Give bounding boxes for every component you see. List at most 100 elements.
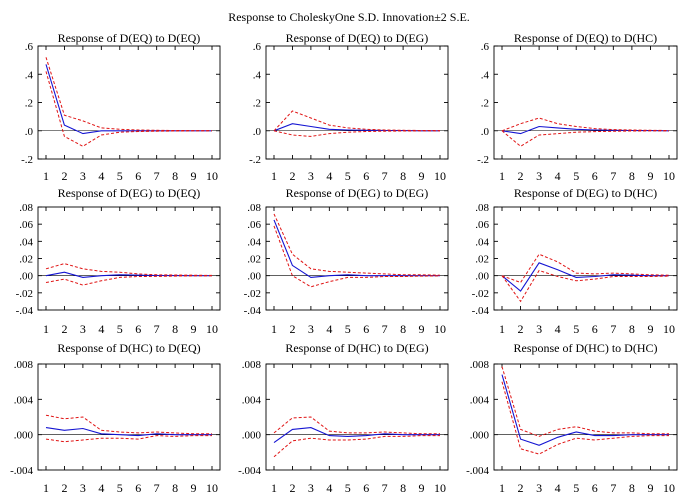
y-tick-label: .00 (19, 271, 33, 283)
lower-band-line (45, 275, 213, 286)
panels: Response of D(EQ) to D(EQ)-.2.0.2.4.61 2 3… (10, 31, 678, 495)
panel-title: Response of D(HC) to D(EQ) (57, 341, 200, 355)
y-tick-label: .4 (253, 69, 262, 81)
x-tick-label: 6 (135, 322, 141, 336)
x-tick-label: 8 (400, 481, 406, 495)
x-tick-label: 3 (308, 481, 314, 495)
x-tick-label: 7 (382, 169, 388, 183)
x-tick-label: 4 (98, 322, 104, 336)
x-tick-label: 4 (326, 322, 332, 336)
y-tick-label: .08 (475, 202, 489, 214)
panel-title: Response of D(EG) to D(EG) (286, 186, 429, 200)
irf-panel: Response of D(EQ) to D(EG) -.2 .0 .2 .4 .6 1 2 3… (249, 31, 449, 183)
x-tick-label: 8 (629, 169, 635, 183)
x-tick-label: 7 (610, 481, 616, 495)
x-tick-label: 5 (573, 481, 579, 495)
x-tick-label: 9 (647, 322, 653, 336)
y-tick-label: -.04 (472, 305, 490, 317)
x-tick-label: 8 (400, 169, 406, 183)
x-tick-label: 1 (499, 481, 505, 495)
y-tick-label: .004 (242, 394, 262, 406)
figure-title: Response to CholeskyOne S.D. Innovation±… (228, 10, 470, 24)
x-tick-label: 4 (326, 169, 332, 183)
y-tick-label: .02 (247, 254, 261, 266)
x-tick-label: 7 (154, 169, 160, 183)
y-tick-label: .04 (475, 236, 489, 248)
x-tick-label: 4 (326, 481, 332, 495)
x-tick-label: 3 (536, 481, 542, 495)
y-tick-label: -.2 (21, 154, 33, 166)
irf-panel: Response of D(EG) to D(EG) -.04 -.02 .00 .02… (244, 186, 449, 336)
irf-panel: Response of D(EQ) to D(EQ) -.2 .0 .2 .4 .6 1 2 3… (21, 31, 221, 183)
x-tick-label: 9 (419, 169, 425, 183)
panel-title: Response of D(HC) to D(HC) (514, 341, 658, 355)
x-tick-label: 8 (172, 322, 178, 336)
x-tick-label: 8 (629, 481, 635, 495)
y-tick-label: .06 (19, 219, 33, 231)
panel-title: Response of D(HC) to D(EG) (285, 341, 428, 355)
x-tick-label: 10 (434, 481, 446, 495)
response-line (273, 427, 440, 444)
plot-frame (265, 363, 449, 471)
response-line (273, 123, 440, 132)
y-tick-label: .0 (253, 126, 262, 138)
x-tick-label: 7 (154, 481, 160, 495)
x-tick-label: 10 (206, 481, 218, 495)
x-tick-label: 5 (117, 481, 123, 495)
x-tick-label: 3 (308, 322, 314, 336)
x-tick-label: 1 (43, 481, 49, 495)
lower-band-line (501, 269, 670, 303)
upper-band-line (501, 253, 670, 284)
upper-band-line (45, 57, 212, 132)
x-tick-label: 9 (419, 322, 425, 336)
x-tick-label: 5 (117, 322, 123, 336)
response-line (501, 374, 669, 446)
y-tick-label: .6 (25, 41, 34, 53)
irf-panel: Response of D(HC) to D(EQ) -.004 .000 .004.… (10, 341, 221, 495)
x-tick-label: 6 (592, 169, 598, 183)
irf-panel: Response of D(HC) to D(EG) -.004 .000 .004.… (238, 341, 449, 495)
x-tick-label: 2 (518, 481, 524, 495)
x-tick-label: 10 (663, 169, 675, 183)
x-tick-label: 10 (663, 481, 675, 495)
x-tick-label: 2 (518, 169, 524, 183)
x-tick-label: 1 (271, 322, 277, 336)
x-tick-label: 6 (363, 169, 369, 183)
y-tick-label: .4 (481, 69, 490, 81)
x-tick-label: 4 (555, 481, 561, 495)
y-tick-label: -.004 (10, 465, 33, 477)
x-tick-label: 2 (61, 481, 67, 495)
x-tick-label: 1 (43, 169, 49, 183)
x-tick-label: 2 (289, 322, 295, 336)
y-tick-label: .00 (475, 271, 489, 283)
lower-band-line (45, 435, 212, 443)
y-tick-label: -.2 (477, 154, 489, 166)
x-tick-label: 8 (172, 481, 178, 495)
x-tick-label: 9 (191, 481, 197, 495)
y-tick-label: .4 (25, 69, 34, 81)
x-tick-label: 6 (592, 481, 598, 495)
upper-band-line (273, 110, 441, 132)
x-tick-label: 10 (206, 169, 218, 183)
x-tick-label: 4 (98, 481, 104, 495)
y-tick-label: .2 (481, 98, 489, 110)
y-tick-label: .6 (481, 41, 490, 53)
y-tick-label: .008 (242, 359, 262, 371)
x-tick-label: 10 (663, 322, 675, 336)
x-tick-label: 3 (80, 322, 86, 336)
y-tick-label: .0 (25, 126, 34, 138)
x-tick-label: 7 (154, 322, 160, 336)
x-tick-label: 10 (434, 169, 446, 183)
y-tick-label: .08 (247, 202, 261, 214)
x-tick-label: 1 (43, 322, 49, 336)
x-tick-label: 7 (610, 169, 616, 183)
x-tick-label: 3 (80, 169, 86, 183)
y-tick-label: .000 (14, 430, 34, 442)
panel-title: Response of D(EQ) to D(EG) (286, 31, 429, 45)
irf-panel: Response of D(HC) to D(HC) -.004 .000 .004.… (466, 341, 678, 495)
x-tick-label: 5 (573, 322, 579, 336)
x-tick-label: 9 (647, 169, 653, 183)
y-tick-label: .2 (25, 98, 33, 110)
plot-frame (493, 363, 678, 471)
x-tick-label: 4 (555, 169, 561, 183)
